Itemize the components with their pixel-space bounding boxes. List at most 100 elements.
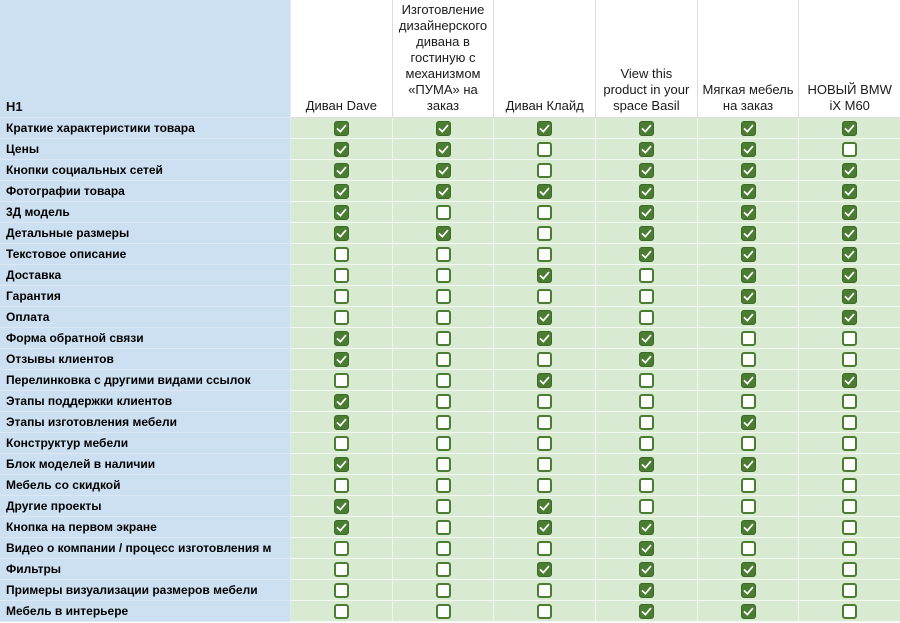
- checkbox-unchecked-icon[interactable]: [842, 519, 858, 535]
- checkbox-cell[interactable]: [697, 391, 800, 412]
- checkbox-cell[interactable]: [697, 181, 800, 202]
- checkbox-unchecked-icon[interactable]: [740, 498, 756, 514]
- checkbox-checked-icon[interactable]: [842, 225, 858, 241]
- checkbox-checked-icon[interactable]: [740, 603, 756, 619]
- checkbox-unchecked-icon[interactable]: [740, 477, 756, 493]
- checkbox-checked-icon[interactable]: [740, 183, 756, 199]
- checkbox-cell[interactable]: [392, 160, 495, 181]
- checkbox-cell[interactable]: [799, 601, 900, 622]
- checkbox-cell[interactable]: [596, 265, 698, 286]
- checkbox-cell[interactable]: [596, 454, 698, 475]
- checkbox-unchecked-icon[interactable]: [435, 456, 451, 472]
- checkbox-checked-icon[interactable]: [638, 540, 654, 556]
- checkbox-unchecked-icon[interactable]: [842, 582, 858, 598]
- checkbox-cell[interactable]: [392, 496, 495, 517]
- checkbox-cell[interactable]: [697, 202, 800, 223]
- column-header[interactable]: Диван Клайд: [494, 0, 597, 118]
- checkbox-cell[interactable]: [799, 538, 900, 559]
- checkbox-checked-icon[interactable]: [537, 561, 553, 577]
- checkbox-unchecked-icon[interactable]: [435, 204, 451, 220]
- checkbox-cell[interactable]: [291, 496, 393, 517]
- checkbox-cell[interactable]: [799, 118, 900, 139]
- checkbox-checked-icon[interactable]: [740, 309, 756, 325]
- checkbox-unchecked-icon[interactable]: [537, 435, 553, 451]
- checkbox-checked-icon[interactable]: [333, 120, 349, 136]
- checkbox-checked-icon[interactable]: [740, 456, 756, 472]
- checkbox-cell[interactable]: [697, 559, 800, 580]
- column-header[interactable]: Диван Dave: [291, 0, 393, 118]
- checkbox-cell[interactable]: [392, 370, 495, 391]
- checkbox-checked-icon[interactable]: [740, 582, 756, 598]
- checkbox-cell[interactable]: [291, 559, 393, 580]
- checkbox-unchecked-icon[interactable]: [740, 393, 756, 409]
- checkbox-cell[interactable]: [494, 118, 597, 139]
- checkbox-cell[interactable]: [494, 454, 597, 475]
- checkbox-checked-icon[interactable]: [638, 561, 654, 577]
- checkbox-checked-icon[interactable]: [842, 267, 858, 283]
- checkbox-checked-icon[interactable]: [333, 456, 349, 472]
- checkbox-cell[interactable]: [494, 538, 597, 559]
- checkbox-checked-icon[interactable]: [638, 351, 654, 367]
- checkbox-checked-icon[interactable]: [333, 330, 349, 346]
- checkbox-unchecked-icon[interactable]: [435, 246, 451, 262]
- checkbox-unchecked-icon[interactable]: [537, 393, 553, 409]
- checkbox-unchecked-icon[interactable]: [740, 540, 756, 556]
- checkbox-cell[interactable]: [596, 307, 698, 328]
- checkbox-checked-icon[interactable]: [435, 162, 451, 178]
- checkbox-cell[interactable]: [697, 496, 800, 517]
- checkbox-unchecked-icon[interactable]: [842, 540, 858, 556]
- checkbox-checked-icon[interactable]: [333, 519, 349, 535]
- checkbox-unchecked-icon[interactable]: [638, 477, 654, 493]
- checkbox-cell[interactable]: [799, 181, 900, 202]
- checkbox-unchecked-icon[interactable]: [537, 414, 553, 430]
- checkbox-cell[interactable]: [392, 265, 495, 286]
- checkbox-checked-icon[interactable]: [842, 183, 858, 199]
- checkbox-unchecked-icon[interactable]: [537, 582, 553, 598]
- checkbox-cell[interactable]: [697, 433, 800, 454]
- checkbox-cell[interactable]: [494, 307, 597, 328]
- checkbox-cell[interactable]: [596, 475, 698, 496]
- row-label[interactable]: Конструктур мебели: [0, 433, 291, 454]
- checkbox-cell[interactable]: [697, 370, 800, 391]
- checkbox-cell[interactable]: [494, 433, 597, 454]
- checkbox-checked-icon[interactable]: [435, 183, 451, 199]
- checkbox-unchecked-icon[interactable]: [333, 603, 349, 619]
- checkbox-checked-icon[interactable]: [638, 225, 654, 241]
- checkbox-unchecked-icon[interactable]: [842, 414, 858, 430]
- checkbox-checked-icon[interactable]: [842, 372, 858, 388]
- checkbox-cell[interactable]: [596, 118, 698, 139]
- checkbox-checked-icon[interactable]: [333, 141, 349, 157]
- checkbox-cell[interactable]: [291, 160, 393, 181]
- checkbox-unchecked-icon[interactable]: [537, 204, 553, 220]
- row-label[interactable]: 3Д модель: [0, 202, 291, 223]
- checkbox-cell[interactable]: [392, 475, 495, 496]
- checkbox-checked-icon[interactable]: [638, 519, 654, 535]
- checkbox-checked-icon[interactable]: [333, 225, 349, 241]
- checkbox-cell[interactable]: [697, 160, 800, 181]
- checkbox-unchecked-icon[interactable]: [435, 309, 451, 325]
- checkbox-checked-icon[interactable]: [333, 498, 349, 514]
- checkbox-checked-icon[interactable]: [740, 414, 756, 430]
- checkbox-checked-icon[interactable]: [740, 561, 756, 577]
- row-label[interactable]: Кнопки социальных сетей: [0, 160, 291, 181]
- checkbox-checked-icon[interactable]: [842, 246, 858, 262]
- row-label[interactable]: Этапы поддержки клиентов: [0, 391, 291, 412]
- checkbox-checked-icon[interactable]: [638, 120, 654, 136]
- checkbox-unchecked-icon[interactable]: [333, 309, 349, 325]
- checkbox-checked-icon[interactable]: [740, 120, 756, 136]
- checkbox-cell[interactable]: [799, 223, 900, 244]
- checkbox-unchecked-icon[interactable]: [638, 435, 654, 451]
- row-label[interactable]: Оплата: [0, 307, 291, 328]
- checkbox-cell[interactable]: [392, 580, 495, 601]
- checkbox-unchecked-icon[interactable]: [537, 246, 553, 262]
- checkbox-cell[interactable]: [291, 286, 393, 307]
- checkbox-cell[interactable]: [392, 223, 495, 244]
- checkbox-checked-icon[interactable]: [333, 183, 349, 199]
- checkbox-cell[interactable]: [494, 328, 597, 349]
- checkbox-cell[interactable]: [291, 370, 393, 391]
- checkbox-unchecked-icon[interactable]: [842, 141, 858, 157]
- checkbox-unchecked-icon[interactable]: [537, 477, 553, 493]
- checkbox-cell[interactable]: [596, 370, 698, 391]
- row-label[interactable]: Детальные размеры: [0, 223, 291, 244]
- checkbox-checked-icon[interactable]: [537, 120, 553, 136]
